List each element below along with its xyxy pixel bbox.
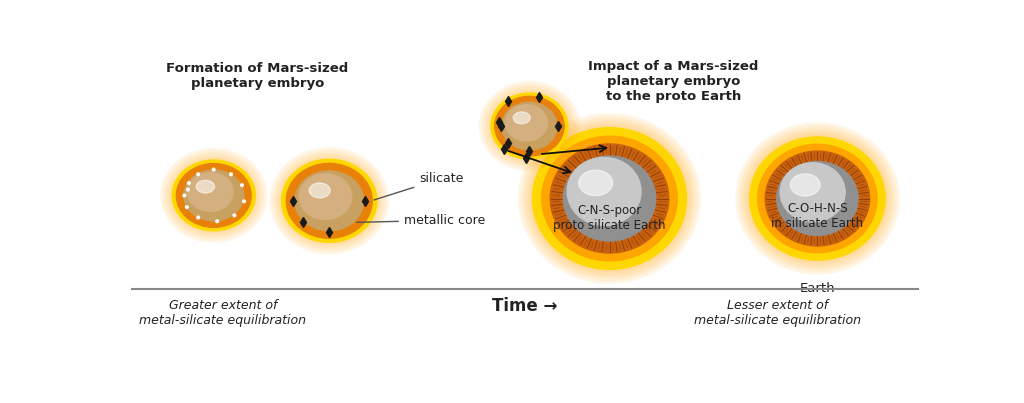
Ellipse shape [489, 91, 569, 161]
Ellipse shape [505, 105, 548, 141]
Ellipse shape [487, 89, 571, 163]
Ellipse shape [542, 136, 677, 261]
Circle shape [187, 182, 190, 185]
Ellipse shape [513, 112, 530, 124]
Text: Time →: Time → [493, 297, 557, 315]
Ellipse shape [278, 156, 381, 246]
Ellipse shape [530, 125, 689, 272]
Text: silicate: silicate [374, 172, 464, 200]
Ellipse shape [748, 135, 888, 262]
Ellipse shape [532, 128, 686, 269]
Ellipse shape [197, 180, 215, 193]
Ellipse shape [270, 147, 388, 254]
Ellipse shape [777, 162, 858, 235]
Circle shape [233, 214, 236, 217]
Ellipse shape [791, 174, 820, 196]
Ellipse shape [518, 114, 700, 283]
Ellipse shape [758, 144, 877, 253]
Circle shape [183, 194, 185, 197]
Ellipse shape [523, 118, 695, 278]
Ellipse shape [170, 158, 257, 233]
Ellipse shape [750, 137, 885, 260]
Ellipse shape [567, 158, 641, 225]
Ellipse shape [736, 123, 899, 274]
Ellipse shape [483, 85, 575, 167]
Ellipse shape [282, 159, 377, 242]
Ellipse shape [280, 157, 379, 244]
Ellipse shape [287, 163, 372, 238]
Ellipse shape [563, 156, 655, 241]
Circle shape [229, 173, 232, 176]
Ellipse shape [187, 172, 233, 211]
Ellipse shape [780, 163, 845, 222]
Ellipse shape [166, 154, 261, 237]
Ellipse shape [495, 96, 564, 156]
Ellipse shape [765, 151, 869, 246]
Ellipse shape [299, 174, 351, 220]
Ellipse shape [271, 150, 387, 252]
Ellipse shape [525, 121, 693, 276]
Ellipse shape [738, 125, 897, 272]
Ellipse shape [579, 170, 612, 196]
Circle shape [197, 216, 200, 219]
Ellipse shape [183, 170, 244, 221]
Ellipse shape [165, 152, 263, 239]
Text: metallic core: metallic core [356, 214, 485, 227]
Ellipse shape [168, 156, 259, 235]
Text: Impact of a Mars-sized
planetary embryo
to the proto Earth: Impact of a Mars-sized planetary embryo … [588, 60, 759, 103]
Ellipse shape [490, 93, 568, 159]
Text: C-O-H-N-S
in silicate Earth: C-O-H-N-S in silicate Earth [771, 202, 863, 230]
Ellipse shape [521, 116, 698, 281]
Circle shape [197, 173, 200, 176]
Ellipse shape [481, 83, 578, 169]
Ellipse shape [745, 132, 890, 265]
Text: Formation of Mars-sized
planetary embryo: Formation of Mars-sized planetary embryo [167, 62, 349, 90]
Ellipse shape [176, 164, 251, 227]
Circle shape [243, 200, 246, 203]
Text: C-N-S-poor
proto silicate Earth: C-N-S-poor proto silicate Earth [553, 204, 666, 233]
Ellipse shape [275, 154, 383, 248]
Ellipse shape [740, 128, 894, 269]
Ellipse shape [528, 123, 691, 274]
Text: Lesser extent of
metal-silicate equilibration: Lesser extent of metal-silicate equilibr… [694, 299, 861, 326]
Ellipse shape [295, 171, 364, 231]
Ellipse shape [161, 148, 267, 242]
Ellipse shape [479, 81, 580, 171]
Circle shape [216, 220, 218, 223]
Ellipse shape [550, 144, 669, 253]
Circle shape [185, 206, 188, 209]
Ellipse shape [172, 160, 255, 231]
Circle shape [241, 184, 244, 187]
Ellipse shape [502, 102, 557, 150]
Ellipse shape [273, 152, 385, 250]
Circle shape [212, 168, 215, 171]
Text: Earth: Earth [800, 282, 836, 295]
Ellipse shape [742, 130, 892, 267]
Text: Greater extent of
metal-silicate equilibration: Greater extent of metal-silicate equilib… [139, 299, 306, 326]
Ellipse shape [309, 183, 330, 198]
Ellipse shape [163, 150, 265, 241]
Ellipse shape [485, 87, 573, 165]
Circle shape [186, 188, 189, 191]
